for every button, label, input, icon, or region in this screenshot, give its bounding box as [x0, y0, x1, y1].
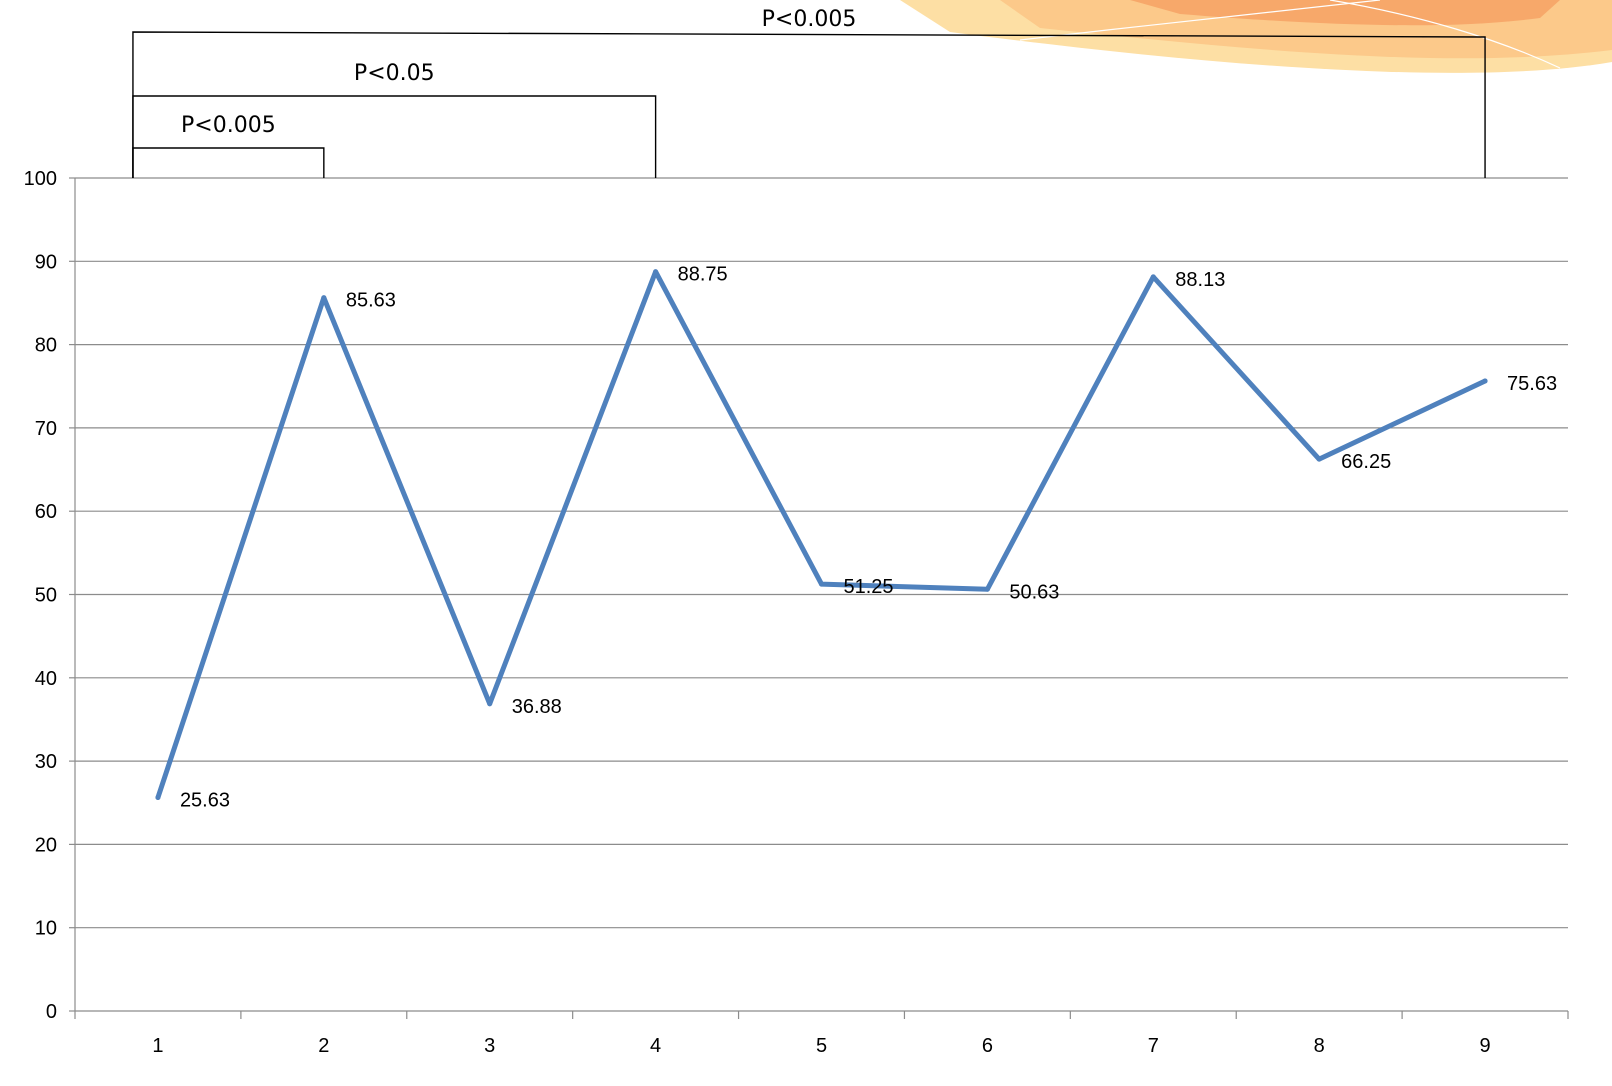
x-tick-label: 8: [1314, 1035, 1325, 1057]
data-point: [819, 581, 824, 587]
data-label: 88.75: [678, 264, 728, 286]
x-tick-label: 4: [650, 1035, 661, 1057]
data-label: 85.63: [346, 290, 396, 312]
y-tick-label: 80: [35, 335, 57, 357]
data-label: 36.88: [512, 696, 562, 718]
series-line-path: [155, 269, 1488, 801]
swoosh-highlight-1: [1019, 0, 1381, 41]
data-point: [1150, 274, 1156, 280]
data-point: [653, 269, 659, 275]
data-label: 51.25: [844, 576, 894, 598]
significance-brackets: P<0.005 P<0.05 P<0.005: [132, 7, 1486, 178]
x-tick-label: 6: [982, 1035, 993, 1057]
data-point: [984, 586, 990, 592]
y-tick-label: 60: [35, 501, 57, 523]
data-label: 50.63: [1009, 581, 1059, 603]
swoosh-dark: [1130, 0, 1560, 26]
data-labels: 25.63 85.63 36.88 88.75 51.25 50.63 88.13 66.25…: [180, 264, 1557, 812]
series-line: [155, 269, 1488, 801]
bracket-label: P<0.005: [181, 113, 276, 138]
y-tick-label: 70: [35, 418, 57, 440]
y-axis-ticks: 0 10 20 30 40 50 60 70 80 90 100: [24, 168, 75, 1023]
data-point: [155, 795, 161, 801]
y-tick-label: 20: [35, 834, 57, 856]
y-tick-label: 10: [35, 918, 57, 940]
y-tick-label: 30: [35, 751, 57, 773]
data-label: 75.63: [1507, 373, 1557, 395]
data-point: [1482, 378, 1488, 384]
x-tick-label: 7: [1148, 1035, 1159, 1057]
data-label: 88.13: [1175, 269, 1225, 291]
data-label: 25.63: [180, 790, 230, 812]
y-tick-label: 40: [35, 668, 57, 690]
x-tick-label: 1: [152, 1035, 163, 1057]
data-point: [321, 295, 327, 301]
bracket-line: [132, 147, 325, 178]
x-tick-label: 3: [484, 1035, 495, 1057]
x-axis-ticks: 1 2 3 4 5 6 7 8 9: [74, 1011, 1569, 1057]
y-tick-label: 100: [24, 168, 57, 190]
y-tick-label: 90: [35, 251, 57, 273]
bracket-label: P<0.05: [354, 61, 435, 86]
x-tick-label: 2: [318, 1035, 329, 1057]
x-tick-label: 5: [816, 1035, 827, 1057]
gridlines: [75, 177, 1568, 929]
y-tick-label: 0: [46, 1001, 57, 1023]
data-point: [1316, 456, 1322, 462]
bracket-label: P<0.005: [762, 7, 857, 32]
bracket-line: [132, 31, 1486, 178]
x-tick-label: 9: [1479, 1035, 1490, 1057]
swoosh-highlight-2: [1329, 0, 1561, 69]
significance-bracket: P<0.005: [132, 113, 325, 178]
y-tick-label: 50: [35, 585, 57, 607]
data-label: 66.25: [1341, 451, 1391, 473]
significance-bracket: P<0.005: [132, 7, 1486, 178]
data-point: [487, 701, 493, 707]
